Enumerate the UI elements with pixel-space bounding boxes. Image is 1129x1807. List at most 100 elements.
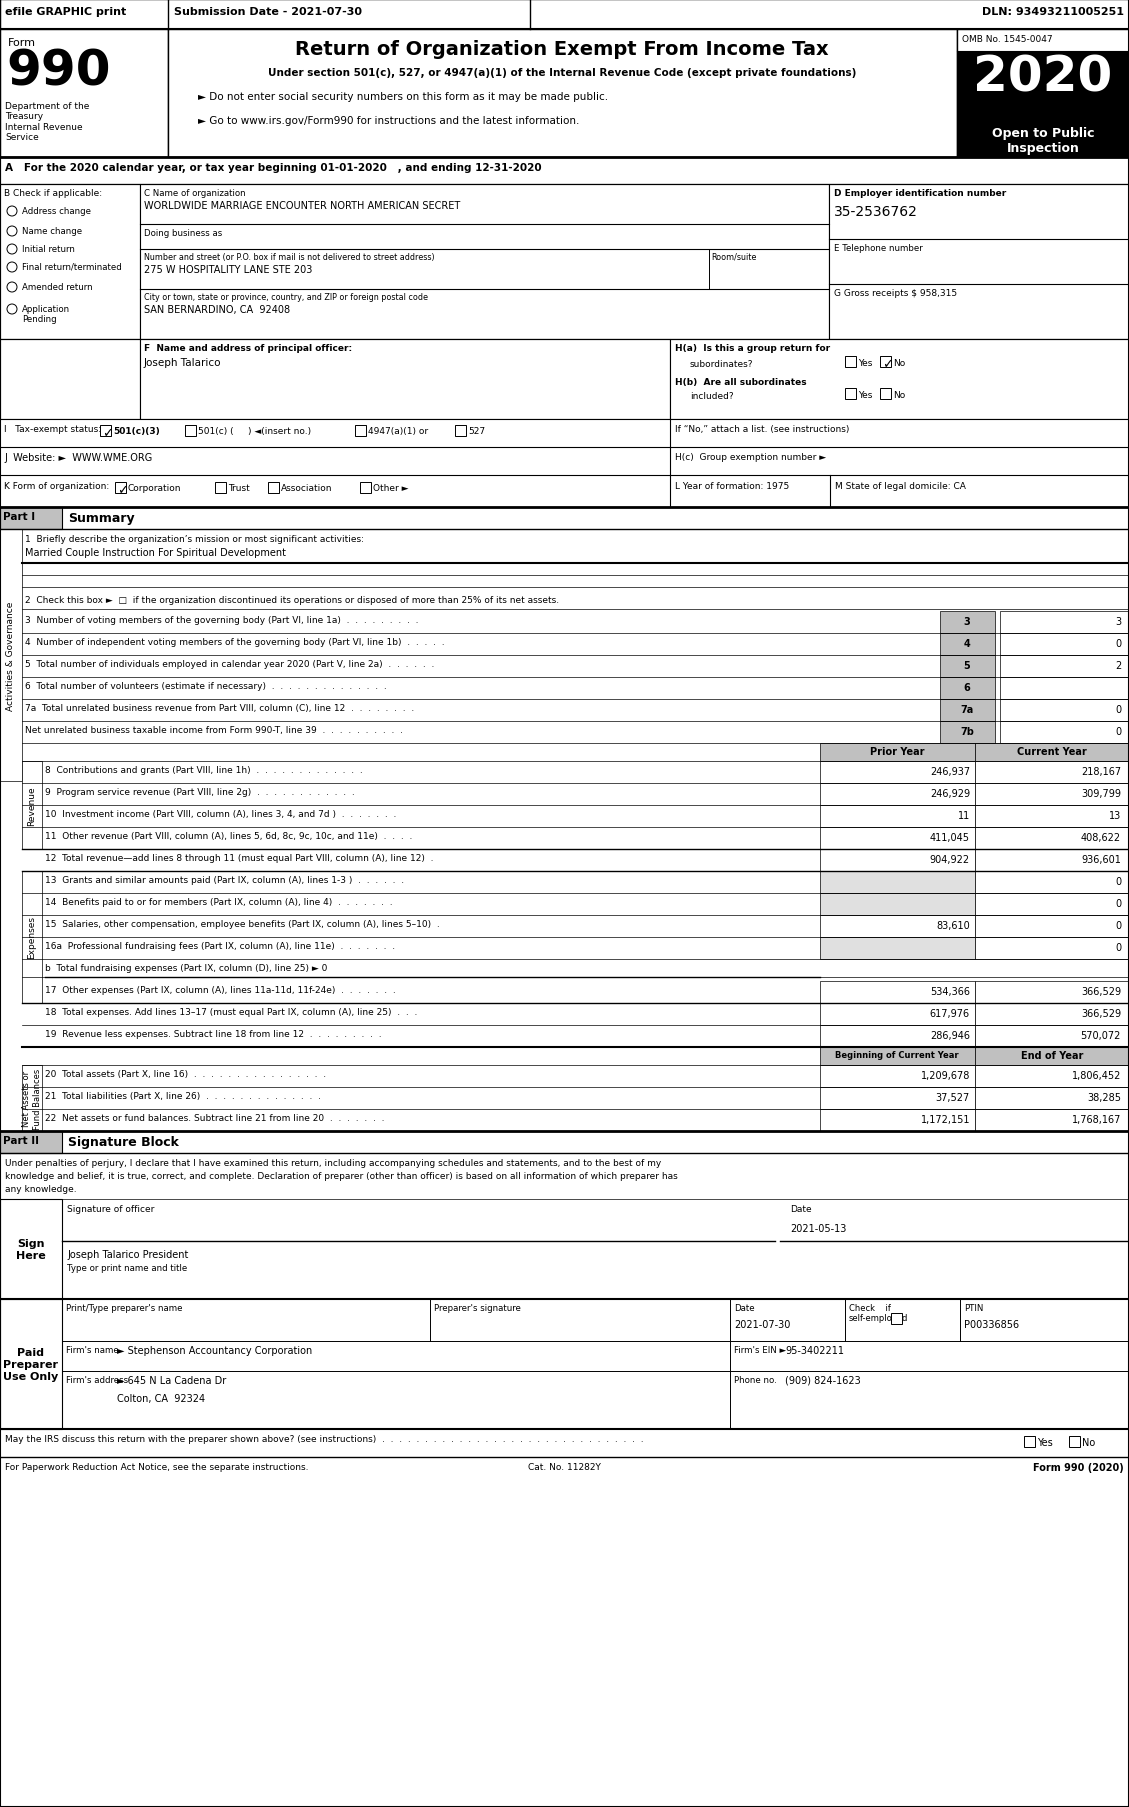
Text: If “No,” attach a list. (see instructions): If “No,” attach a list. (see instruction… xyxy=(675,425,849,434)
Text: 6: 6 xyxy=(964,683,970,692)
Bar xyxy=(975,806,1129,828)
Text: 411,045: 411,045 xyxy=(930,833,970,842)
Text: 2: 2 xyxy=(1114,661,1121,670)
Bar xyxy=(0,529,21,782)
Text: H(a)  Is this a group return for: H(a) Is this a group return for xyxy=(675,343,830,352)
Text: Doing business as: Doing business as xyxy=(145,229,222,239)
Text: 3: 3 xyxy=(1114,616,1121,627)
Text: Return of Organization Exempt From Income Tax: Return of Organization Exempt From Incom… xyxy=(295,40,829,60)
Text: Date: Date xyxy=(790,1203,812,1212)
Bar xyxy=(975,761,1129,784)
Text: Submission Date - 2021-07-30: Submission Date - 2021-07-30 xyxy=(174,7,362,16)
Bar xyxy=(215,482,226,493)
Text: 6  Total number of volunteers (estimate if necessary)  .  .  .  .  .  .  .  .  .: 6 Total number of volunteers (estimate i… xyxy=(25,681,387,690)
Text: efile GRAPHIC print: efile GRAPHIC print xyxy=(5,7,126,16)
Bar xyxy=(21,761,42,849)
Text: Form 990 (2020): Form 990 (2020) xyxy=(1033,1462,1124,1473)
Bar xyxy=(100,426,111,437)
Bar xyxy=(975,1003,1129,1025)
Text: Firm's address: Firm's address xyxy=(65,1375,128,1384)
Text: 246,929: 246,929 xyxy=(930,788,970,799)
Text: Name change: Name change xyxy=(21,228,82,237)
Text: Firm's EIN ►: Firm's EIN ► xyxy=(734,1344,786,1353)
Text: 11: 11 xyxy=(957,811,970,820)
Bar xyxy=(975,938,1129,960)
Bar xyxy=(820,744,975,761)
Text: Yes: Yes xyxy=(1038,1437,1052,1447)
Text: 0: 0 xyxy=(1114,943,1121,952)
Text: Form: Form xyxy=(8,38,36,49)
Bar xyxy=(820,849,975,871)
Text: 19  Revenue less expenses. Subtract line 18 from line 12  .  .  .  .  .  .  .  .: 19 Revenue less expenses. Subtract line … xyxy=(45,1030,382,1039)
Bar xyxy=(1000,699,1129,721)
Bar xyxy=(975,1088,1129,1109)
Text: For Paperwork Reduction Act Notice, see the separate instructions.: For Paperwork Reduction Act Notice, see … xyxy=(5,1462,308,1471)
Bar xyxy=(975,916,1129,938)
Text: J  Website: ►  WWW.WME.ORG: J Website: ► WWW.WME.ORG xyxy=(5,454,152,463)
Text: C Name of organization: C Name of organization xyxy=(145,190,246,199)
Text: 1,806,452: 1,806,452 xyxy=(1071,1070,1121,1081)
Text: E Telephone number: E Telephone number xyxy=(834,244,922,253)
Text: 1,768,167: 1,768,167 xyxy=(1071,1115,1121,1124)
Bar xyxy=(879,356,891,369)
Text: 408,622: 408,622 xyxy=(1080,833,1121,842)
Text: Firm's name: Firm's name xyxy=(65,1344,119,1353)
Bar xyxy=(0,475,1129,508)
Bar xyxy=(1000,678,1129,699)
Text: 0: 0 xyxy=(1114,920,1121,931)
Text: knowledge and belief, it is true, correct, and complete. Declaration of preparer: knowledge and belief, it is true, correc… xyxy=(5,1171,677,1180)
Text: 95-3402211: 95-3402211 xyxy=(785,1344,844,1355)
Text: Beginning of Current Year: Beginning of Current Year xyxy=(835,1050,959,1059)
Text: H(c)  Group exemption number ►: H(c) Group exemption number ► xyxy=(675,454,826,463)
Text: 0: 0 xyxy=(1114,705,1121,714)
Bar xyxy=(669,340,1129,419)
Text: Current Year: Current Year xyxy=(1017,746,1087,757)
Text: Sign
Here: Sign Here xyxy=(16,1238,46,1259)
Bar xyxy=(975,744,1129,761)
Text: 3  Number of voting members of the governing body (Part VI, line 1a)  .  .  .  .: 3 Number of voting members of the govern… xyxy=(25,616,419,625)
Bar xyxy=(820,981,975,1003)
Text: No: No xyxy=(1082,1437,1095,1447)
Text: End of Year: End of Year xyxy=(1021,1050,1083,1061)
Text: 309,799: 309,799 xyxy=(1080,788,1121,799)
Text: 936,601: 936,601 xyxy=(1082,855,1121,864)
Bar xyxy=(820,916,975,938)
Bar xyxy=(940,699,995,721)
Text: Application
Pending: Application Pending xyxy=(21,305,70,323)
Text: Part I: Part I xyxy=(3,511,35,522)
Text: Final return/terminated: Final return/terminated xyxy=(21,262,122,271)
Bar xyxy=(0,448,1129,475)
Bar xyxy=(115,482,126,493)
Bar xyxy=(820,1066,975,1088)
Text: 35-2536762: 35-2536762 xyxy=(834,204,918,219)
Text: Signature Block: Signature Block xyxy=(68,1135,178,1149)
Text: G Gross receipts $ 958,315: G Gross receipts $ 958,315 xyxy=(834,289,957,298)
Text: P00336856: P00336856 xyxy=(964,1319,1019,1330)
Text: 4947(a)(1) or: 4947(a)(1) or xyxy=(368,426,428,435)
Text: Number and street (or P.O. box if mail is not delivered to street address): Number and street (or P.O. box if mail i… xyxy=(145,253,435,262)
Text: 15  Salaries, other compensation, employee benefits (Part IX, column (A), lines : 15 Salaries, other compensation, employe… xyxy=(45,920,440,929)
Text: 0: 0 xyxy=(1114,638,1121,649)
Text: Department of the
Treasury
Internal Revenue
Service: Department of the Treasury Internal Reve… xyxy=(5,101,89,143)
Text: 38,285: 38,285 xyxy=(1087,1093,1121,1102)
Bar xyxy=(940,656,995,678)
Bar xyxy=(975,1025,1129,1048)
Text: 218,167: 218,167 xyxy=(1080,766,1121,777)
Text: Initial return: Initial return xyxy=(21,246,75,253)
Text: Signature of officer: Signature of officer xyxy=(67,1203,155,1212)
Bar xyxy=(975,1048,1129,1066)
Text: Address change: Address change xyxy=(21,206,91,215)
Text: 1,172,151: 1,172,151 xyxy=(920,1115,970,1124)
Text: 4  Number of independent voting members of the governing body (Part VI, line 1b): 4 Number of independent voting members o… xyxy=(25,638,445,647)
Text: 10  Investment income (Part VIII, column (A), lines 3, 4, and 7d )  .  .  .  .  : 10 Investment income (Part VIII, column … xyxy=(45,810,396,819)
Text: Corporation: Corporation xyxy=(128,484,182,493)
Text: 2020: 2020 xyxy=(973,54,1112,101)
Bar xyxy=(0,0,1129,31)
Text: 366,529: 366,529 xyxy=(1080,1008,1121,1019)
Bar xyxy=(820,1109,975,1131)
Bar xyxy=(1000,656,1129,678)
Text: 16a  Professional fundraising fees (Part IX, column (A), line 11e)  .  .  .  .  : 16a Professional fundraising fees (Part … xyxy=(45,941,395,950)
Bar xyxy=(844,389,856,399)
Text: 4: 4 xyxy=(964,638,970,649)
Text: 2  Check this box ►  □  if the organization discontinued its operations or dispo: 2 Check this box ► □ if the organization… xyxy=(25,596,559,605)
